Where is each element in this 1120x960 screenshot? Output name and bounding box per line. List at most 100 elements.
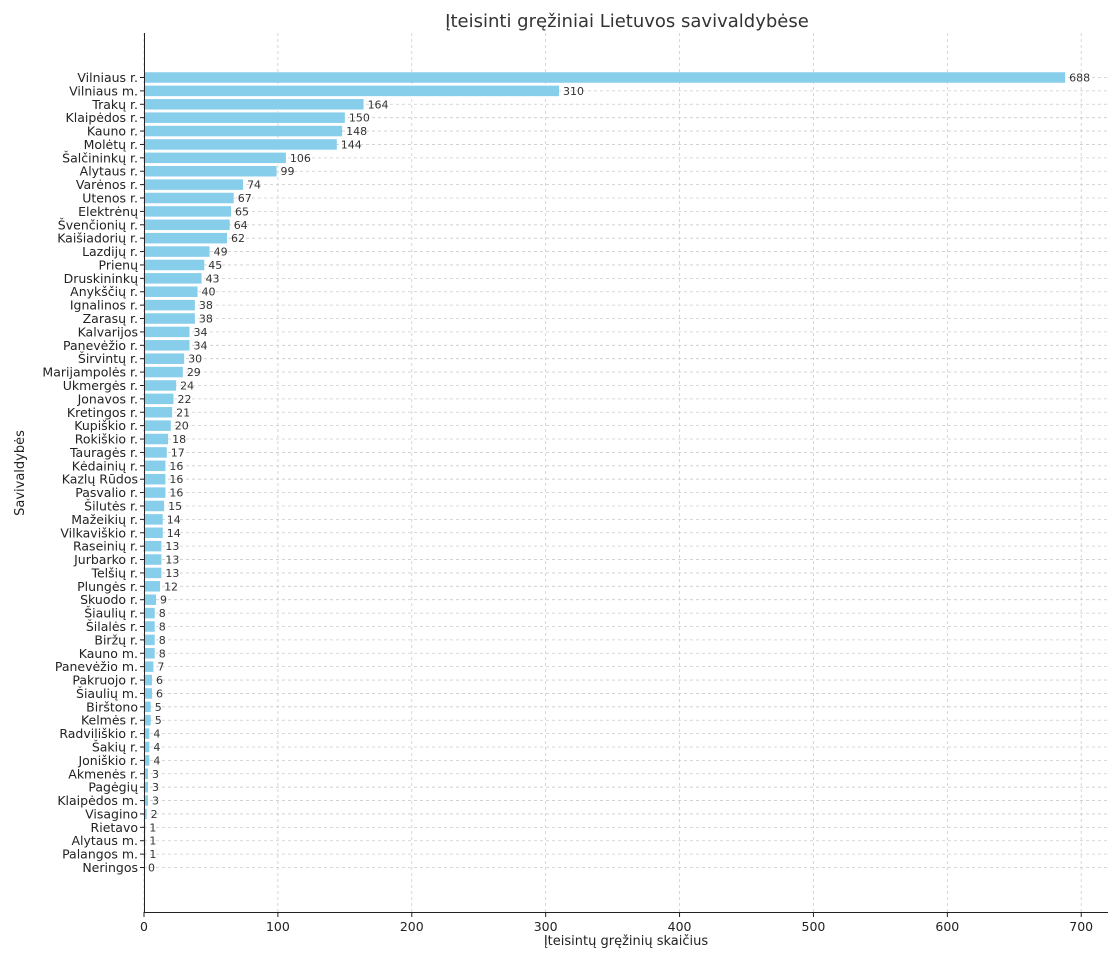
y-tick-label: Molėtų r.: [84, 137, 138, 152]
data-label: 13: [165, 567, 179, 580]
y-tick-label: Panevėžio m.: [55, 659, 138, 674]
y-tick-label: Birštono: [86, 699, 138, 714]
y-tick-label: Vilniaus r.: [77, 70, 138, 85]
data-label: 17: [171, 446, 185, 459]
y-tick-label: Anykščių r.: [70, 284, 138, 299]
data-label: 29: [187, 366, 201, 379]
data-label: 16: [169, 473, 183, 486]
y-tick-label: Druskininkų: [64, 271, 138, 286]
chart-title: Įteisinti gręžiniai Lietuvos savivaldybė…: [445, 11, 809, 32]
bar: [144, 755, 150, 766]
bar: [144, 366, 183, 378]
y-tick-label: Lazdijų r.: [82, 244, 138, 259]
bar: [144, 259, 205, 271]
bar: [144, 246, 210, 257]
x-tick-label: 0: [140, 919, 148, 934]
y-tick-label: Varėnos r.: [76, 177, 138, 192]
y-tick-label: Skuodo r.: [80, 592, 138, 607]
data-label: 150: [349, 112, 370, 125]
bar: [144, 219, 230, 231]
data-label: 6: [156, 674, 163, 687]
data-label: 7: [157, 661, 164, 674]
bar: [144, 286, 198, 297]
data-label: 310: [563, 85, 584, 98]
y-tick-label: Marijampolės r.: [42, 365, 138, 380]
data-label: 3: [152, 768, 159, 781]
data-label: 3: [152, 795, 159, 808]
data-label: 65: [235, 205, 249, 218]
y-tick-label: Pakruojo r.: [72, 673, 138, 688]
bar: [144, 125, 343, 137]
bar: [144, 299, 195, 311]
bar: [144, 714, 151, 726]
bar: [144, 393, 174, 405]
bar: [144, 460, 166, 472]
x-tick-label: 700: [1069, 919, 1093, 934]
y-tick-label: Švenčionių r.: [58, 217, 138, 232]
y-tick-label: Rokiškio r.: [75, 432, 138, 447]
bar: [144, 407, 173, 418]
bar: [144, 527, 163, 539]
bar: [144, 621, 155, 632]
data-label: 64: [234, 219, 248, 232]
y-tick-label: Kretingos r.: [67, 405, 138, 420]
data-label: 148: [346, 125, 367, 138]
y-tick-label: Šalčininkų r.: [62, 150, 138, 165]
y-tick-label: Klaipėdos m.: [57, 793, 138, 808]
data-label: 43: [206, 272, 220, 285]
y-tick-label: Šiaulių m.: [76, 686, 138, 701]
y-tick-label: Pasvalio r.: [75, 485, 138, 500]
y-tick-label: Šilutės r.: [84, 498, 138, 513]
y-tick-label: Vilniaus m.: [69, 83, 138, 98]
data-label: 40: [202, 286, 216, 299]
data-label: 18: [172, 433, 186, 446]
y-tick-label: Kauno r.: [87, 124, 138, 139]
data-label: 20: [175, 420, 189, 433]
y-tick-label: Radviliškio r.: [59, 726, 138, 741]
y-tick-label: Šilalės r.: [86, 619, 138, 634]
data-label: 24: [180, 379, 194, 392]
bar: [144, 192, 234, 204]
y-tick-label: Ukmergės r.: [63, 378, 138, 393]
y-tick-label: Jurbarko r.: [73, 552, 138, 567]
y-tick-label: Alytaus m.: [71, 833, 138, 848]
y-tick-label: Zarasų r.: [83, 311, 138, 326]
bar: [144, 741, 150, 753]
data-label: 14: [167, 513, 181, 526]
bar: [144, 313, 195, 324]
y-tick-label: Panevėžio r.: [63, 338, 138, 353]
bar: [144, 728, 150, 739]
y-tick-label: Tauragės r.: [69, 445, 138, 460]
bar: [144, 273, 202, 284]
bar: [144, 540, 162, 552]
bar: [144, 607, 155, 619]
data-label: 6: [156, 687, 163, 700]
bar: [144, 701, 151, 713]
data-label: 15: [168, 500, 182, 513]
data-label: 4: [153, 728, 160, 741]
data-label: 5: [155, 714, 162, 727]
y-tick-label: Širvintų r.: [78, 351, 138, 366]
bar: [144, 648, 155, 659]
data-label: 13: [165, 554, 179, 567]
y-tick-label: Pagėgių: [88, 780, 138, 795]
data-label: 8: [159, 647, 166, 660]
y-tick-label: Prienų: [99, 257, 139, 272]
y-tick-label: Ignalinos r.: [70, 298, 138, 313]
bar: [144, 473, 166, 485]
data-label: 106: [290, 152, 311, 165]
bar: [144, 85, 560, 97]
bar: [144, 500, 165, 512]
x-tick-label: 600: [935, 919, 959, 934]
y-tick-label: Rietavo: [91, 820, 138, 835]
y-tick-label: Klaipėdos r.: [66, 110, 138, 125]
data-label: 74: [247, 179, 261, 192]
bar: [144, 688, 153, 699]
bar: [144, 808, 147, 820]
y-tick-label: Elektrėnų: [78, 204, 138, 219]
x-tick-label: 500: [802, 919, 826, 934]
data-label: 38: [199, 299, 213, 312]
bars: [144, 72, 1066, 860]
data-label: 164: [368, 98, 389, 111]
